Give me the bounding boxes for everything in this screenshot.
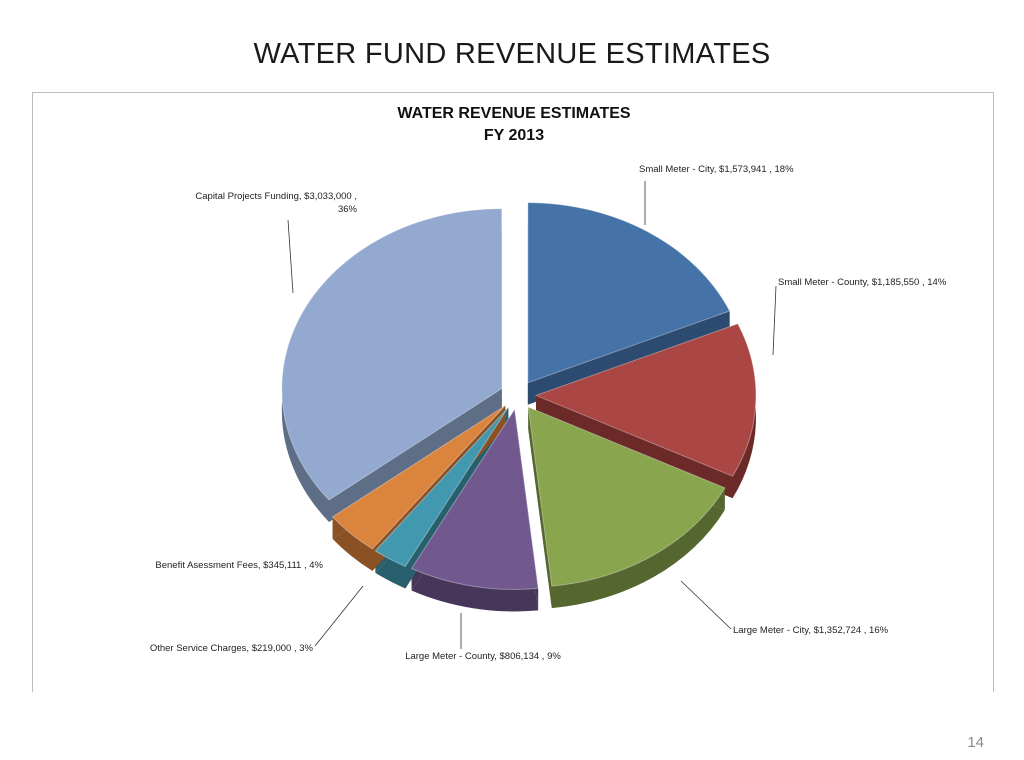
page-number: 14 [967,734,984,751]
chart-area: WATER REVENUE ESTIMATES FY 2013 Small Me… [32,92,994,692]
chart-title: WATER REVENUE ESTIMATES [397,105,631,122]
leader-line [680,580,732,630]
chart-subtitle: FY 2013 [483,127,545,144]
data-label: Small Meter - County, $1,185,550 , 14% [778,277,947,288]
pie-slice-wall [328,388,502,522]
leader-line [772,285,777,356]
pie-slice-large-meter-county [410,408,539,590]
pie-slice-wall [528,407,552,609]
pie-slice-small-meter-county [534,323,757,477]
leader-line [314,585,364,647]
slide-title: WATER FUND REVENUE ESTIMATES [253,38,771,70]
data-label: Other Service Charges, $219,000 , 3% [150,643,314,654]
data-label: Large Meter - City, $1,352,724 , 16% [733,625,889,636]
data-label: Large Meter - County, $806,134 , 9% [405,651,561,662]
data-label: Small Meter - City, $1,573,941 , 18% [639,164,794,175]
data-label: Capital Projects Funding, $3,033,000 , 36… [195,191,357,215]
pie-slice-benefit-asessment-fees [331,405,506,550]
leader-line [287,219,294,294]
pie-slice-capital-projects-funding [281,208,503,501]
pie-slice-other-service-charges [374,407,509,568]
pie-chart: Small Meter - City, $1,573,941 , 18% Smal… [150,164,947,662]
pie-slice-large-meter-city [527,406,726,587]
data-label: Benefit Asessment Fees, $345,111 , 4% [155,560,323,571]
pie-slice-small-meter-city [527,202,731,384]
